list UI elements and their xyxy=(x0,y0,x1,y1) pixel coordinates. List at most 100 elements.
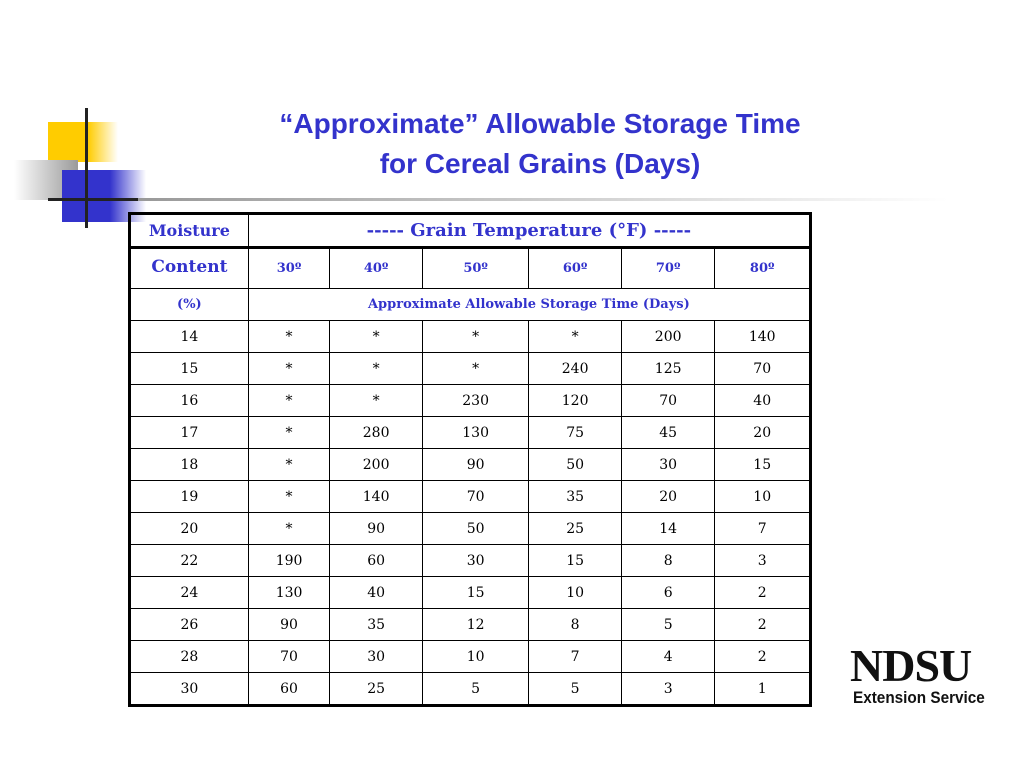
storage-days-cell: * xyxy=(329,352,423,385)
table-row: 18 * 200 90 50 30 15 xyxy=(129,448,811,481)
storage-days-cell: 25 xyxy=(329,672,423,706)
storage-days-cell: 230 xyxy=(421,384,530,417)
storage-days-cell: 40 xyxy=(714,384,811,417)
storage-days-cell: 12 xyxy=(421,608,530,641)
storage-days-cell: 30 xyxy=(620,448,716,481)
temp-header-cell: 60º xyxy=(528,247,622,289)
storage-days-cell: 5 xyxy=(421,672,530,706)
storage-time-subheader: Approximate Allowable Storage Time (Days… xyxy=(247,288,812,321)
storage-days-cell: * xyxy=(329,384,423,417)
storage-days-cell: 5 xyxy=(528,672,622,706)
storage-days-cell: * xyxy=(247,480,331,513)
storage-days-cell: 15 xyxy=(714,448,811,481)
moisture-cell: 30 xyxy=(129,672,249,706)
storage-days-cell: * xyxy=(247,320,331,353)
storage-days-cell: 60 xyxy=(329,544,423,577)
table-row: 30 60 25 5 5 3 1 xyxy=(129,672,811,706)
storage-days-cell: 35 xyxy=(329,608,423,641)
moisture-cell: 14 xyxy=(129,320,249,353)
storage-days-cell: 7 xyxy=(528,640,622,673)
storage-days-cell: 140 xyxy=(329,480,423,513)
storage-days-cell: 35 xyxy=(528,480,622,513)
logo-main-text: NDSU xyxy=(850,640,972,691)
table-row: 28 70 30 10 7 4 2 xyxy=(129,640,811,673)
storage-days-cell: 20 xyxy=(620,480,716,513)
storage-days-cell: 10 xyxy=(528,576,622,609)
storage-days-cell: 70 xyxy=(620,384,716,417)
moisture-label: Moisture xyxy=(129,213,249,248)
percent-label: (%) xyxy=(129,288,249,321)
moisture-cell: 18 xyxy=(129,448,249,481)
storage-days-cell: 5 xyxy=(620,608,716,641)
storage-days-cell: 3 xyxy=(714,544,811,577)
storage-days-cell: 140 xyxy=(714,320,811,353)
table-row: 17 * 280 130 75 45 20 xyxy=(129,416,811,449)
storage-days-cell: 190 xyxy=(247,544,331,577)
logo-sub-text: Extension Service xyxy=(853,688,985,707)
storage-days-cell: 50 xyxy=(421,512,530,545)
storage-days-cell: 30 xyxy=(329,640,423,673)
storage-days-cell: 8 xyxy=(528,608,622,641)
storage-days-cell: * xyxy=(421,320,530,353)
storage-days-cell: 90 xyxy=(421,448,530,481)
storage-days-cell: 7 xyxy=(714,512,811,545)
moisture-cell: 19 xyxy=(129,480,249,513)
storage-days-cell: 280 xyxy=(329,416,423,449)
moisture-cell: 15 xyxy=(129,352,249,385)
storage-days-cell: 60 xyxy=(247,672,331,706)
storage-days-cell: 125 xyxy=(620,352,716,385)
moisture-cell: 28 xyxy=(129,640,249,673)
decorative-rule-line xyxy=(138,198,948,201)
storage-days-cell: 45 xyxy=(620,416,716,449)
decorative-vertical-line xyxy=(85,108,88,228)
moisture-cell: 17 xyxy=(129,416,249,449)
storage-days-cell: * xyxy=(329,320,423,353)
storage-days-cell: * xyxy=(247,448,331,481)
storage-days-cell: 30 xyxy=(421,544,530,577)
storage-days-cell: 90 xyxy=(329,512,423,545)
table-row: 22 190 60 30 15 8 3 xyxy=(129,544,811,577)
table-row: 20 * 90 50 25 14 7 xyxy=(129,512,811,545)
temp-header-cell: 40º xyxy=(329,247,423,289)
moisture-cell: 16 xyxy=(129,384,249,417)
storage-days-cell: 90 xyxy=(247,608,331,641)
storage-days-cell: 240 xyxy=(528,352,622,385)
temperature-header: ----- Grain Temperature (°F) ----- xyxy=(247,213,812,248)
storage-days-cell: * xyxy=(247,512,331,545)
storage-days-cell: 50 xyxy=(528,448,622,481)
ndsu-extension-logo: NDSU Extension Service xyxy=(850,640,1000,714)
storage-days-cell: 3 xyxy=(620,672,716,706)
storage-days-cell: 40 xyxy=(329,576,423,609)
table-row: 19 * 140 70 35 20 10 xyxy=(129,480,811,513)
content-label: Content xyxy=(129,247,249,289)
storage-days-cell: 2 xyxy=(714,608,811,641)
storage-days-cell: 70 xyxy=(247,640,331,673)
storage-days-cell: 130 xyxy=(247,576,331,609)
storage-days-cell: 2 xyxy=(714,640,811,673)
storage-days-cell: 200 xyxy=(620,320,716,353)
slide-title: “Approximate” Allowable Storage Time for… xyxy=(200,104,880,184)
storage-days-cell: 15 xyxy=(421,576,530,609)
storage-days-cell: 120 xyxy=(528,384,622,417)
table-row: 24 130 40 15 10 6 2 xyxy=(129,576,811,609)
decorative-horizontal-line xyxy=(48,198,138,201)
table-row: 26 90 35 12 8 5 2 xyxy=(129,608,811,641)
moisture-cell: 26 xyxy=(129,608,249,641)
storage-days-cell: * xyxy=(247,384,331,417)
moisture-cell: 24 xyxy=(129,576,249,609)
title-line-2: for Cereal Grains (Days) xyxy=(379,148,701,179)
table-header-row-2: Content 30º 40º 50º 60º 70º 80º xyxy=(129,247,811,289)
storage-days-cell: 1 xyxy=(714,672,811,706)
storage-days-cell: 15 xyxy=(528,544,622,577)
table-header-row-1: Moisture ----- Grain Temperature (°F) --… xyxy=(129,213,812,248)
moisture-cell: 20 xyxy=(129,512,249,545)
storage-days-cell: * xyxy=(421,352,530,385)
temp-header-cell: 30º xyxy=(247,247,331,289)
storage-days-cell: 130 xyxy=(421,416,530,449)
temp-header-cell: 80º xyxy=(714,247,811,289)
temp-header-cell: 50º xyxy=(421,247,530,289)
storage-days-cell: 14 xyxy=(620,512,716,545)
storage-days-cell: 4 xyxy=(620,640,716,673)
storage-days-cell: 6 xyxy=(620,576,716,609)
storage-days-cell: 70 xyxy=(714,352,811,385)
